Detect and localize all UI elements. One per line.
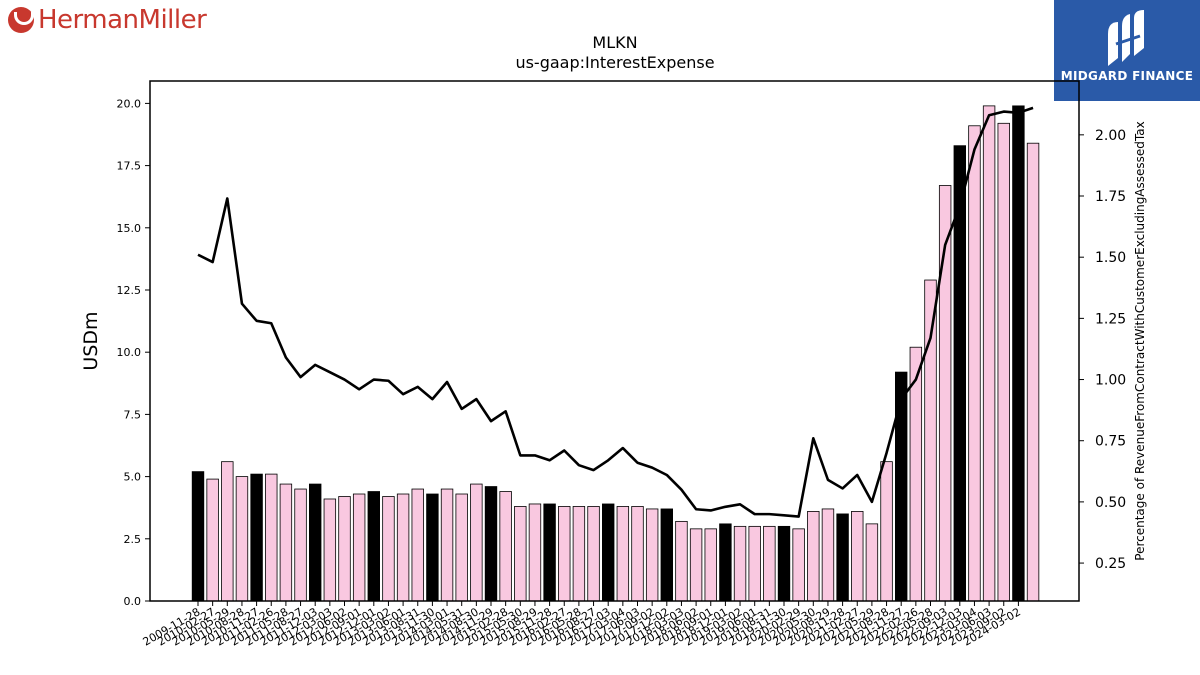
bar-14 [382, 496, 395, 602]
y2-tick-label: 1.75 [1095, 189, 1126, 205]
plot-frame [149, 80, 1080, 602]
bar-22 [499, 491, 512, 602]
y-axis-label: USDm [80, 311, 102, 370]
y-axis-left: 0.0 2.5 5.0 7.5 10.0 12.5 15.0 17.5 20.0 [117, 97, 150, 608]
y-tick-label: 5.0 [124, 471, 142, 484]
bar-16 [411, 488, 424, 602]
y2-axis-label: Percentage of RevenueFromContractWithCus… [1133, 121, 1147, 560]
bar-35 [689, 528, 703, 602]
bar-28 [587, 506, 600, 602]
y2-tick-label: 0.50 [1095, 495, 1126, 511]
bar-15 [396, 493, 410, 602]
herman-miller-wordmark: HermanMiller [38, 5, 207, 35]
series-line-percentage [197, 106, 1034, 518]
bar-7 [279, 483, 293, 602]
midgard-finance-wordmark: MIDGARD FINANCE [1060, 69, 1194, 83]
midgard-finance-logo: MIDGARD FINANCE [1054, 0, 1200, 101]
bar-1 [191, 471, 205, 602]
x-axis: 2009-11-282010-02-272010-05-292010-08-28… [141, 601, 1023, 649]
chart-title: MLKN [592, 33, 638, 52]
bar-45 [836, 513, 849, 602]
y-tick-label: 12.5 [117, 284, 142, 297]
bar-9 [308, 483, 322, 602]
bar-12 [352, 493, 366, 602]
bar-41 [777, 525, 791, 602]
bar-46 [851, 511, 864, 602]
y-tick-label: 15.0 [117, 222, 142, 235]
bar-39 [748, 525, 761, 602]
y2-tick-label: 0.75 [1095, 434, 1126, 450]
bar-18 [440, 488, 454, 602]
bar-43 [807, 511, 820, 602]
bar-6 [265, 473, 278, 602]
y-tick-label: 0.0 [124, 595, 142, 608]
y-tick-label: 10.0 [117, 346, 142, 359]
bar-20 [470, 483, 483, 602]
bar-38 [733, 525, 747, 602]
y-tick-label: 20.0 [117, 97, 142, 110]
bar-40 [763, 525, 776, 602]
bar-layer [191, 105, 1040, 602]
bar-26 [558, 506, 571, 602]
y-tick-label: 2.5 [124, 533, 142, 546]
bar-56 [997, 122, 1010, 602]
bar-36 [704, 528, 717, 602]
bar-23 [514, 506, 527, 602]
bar-19 [455, 493, 468, 602]
bar-24 [528, 503, 542, 602]
y2-tick-label: 1.00 [1095, 373, 1126, 389]
bar-57 [1012, 105, 1025, 602]
bar-5 [250, 473, 263, 602]
bar-17 [426, 493, 439, 602]
bar-58 [1026, 142, 1040, 602]
y2-tick-label: 2.00 [1095, 128, 1126, 144]
y-axis-right: 0.25 0.50 0.75 1.00 1.25 1.50 1.75 2.00 [1079, 128, 1126, 572]
bar-30 [616, 506, 630, 602]
bar-8 [294, 488, 307, 602]
bar-31 [631, 506, 644, 602]
bar-55 [982, 105, 996, 602]
midgard-finance-mark-icon [1108, 10, 1144, 66]
bar-3 [221, 461, 234, 602]
y2-tick-label: 0.25 [1095, 556, 1126, 572]
y-tick-label: 17.5 [117, 160, 142, 173]
bar-44 [821, 508, 835, 602]
bar-2 [206, 478, 219, 602]
line-layer [197, 106, 1034, 518]
y2-tick-label: 1.50 [1095, 250, 1126, 266]
bar-13 [367, 491, 381, 602]
bar-11 [338, 496, 351, 602]
bar-34 [675, 520, 688, 602]
y-tick-label: 7.5 [124, 408, 142, 421]
bar-29 [602, 503, 615, 602]
herman-miller-logo: HermanMiller [8, 4, 207, 36]
bar-42 [792, 528, 805, 602]
herman-miller-mark-icon [8, 7, 34, 33]
bar-21 [484, 486, 498, 602]
bar-33 [660, 508, 674, 602]
bar-49 [895, 371, 908, 602]
bar-54 [968, 125, 981, 602]
chart-subtitle: us-gaap:InterestExpense [515, 53, 715, 72]
bar-32 [645, 508, 659, 602]
bar-47 [865, 523, 879, 602]
y2-tick-label: 1.25 [1095, 311, 1126, 327]
bar-4 [235, 476, 249, 602]
bar-27 [572, 506, 586, 602]
bar-25 [543, 503, 556, 602]
bar-51 [924, 279, 937, 602]
bar-10 [323, 498, 337, 602]
bar-48 [880, 461, 893, 602]
bar-37 [719, 523, 732, 602]
